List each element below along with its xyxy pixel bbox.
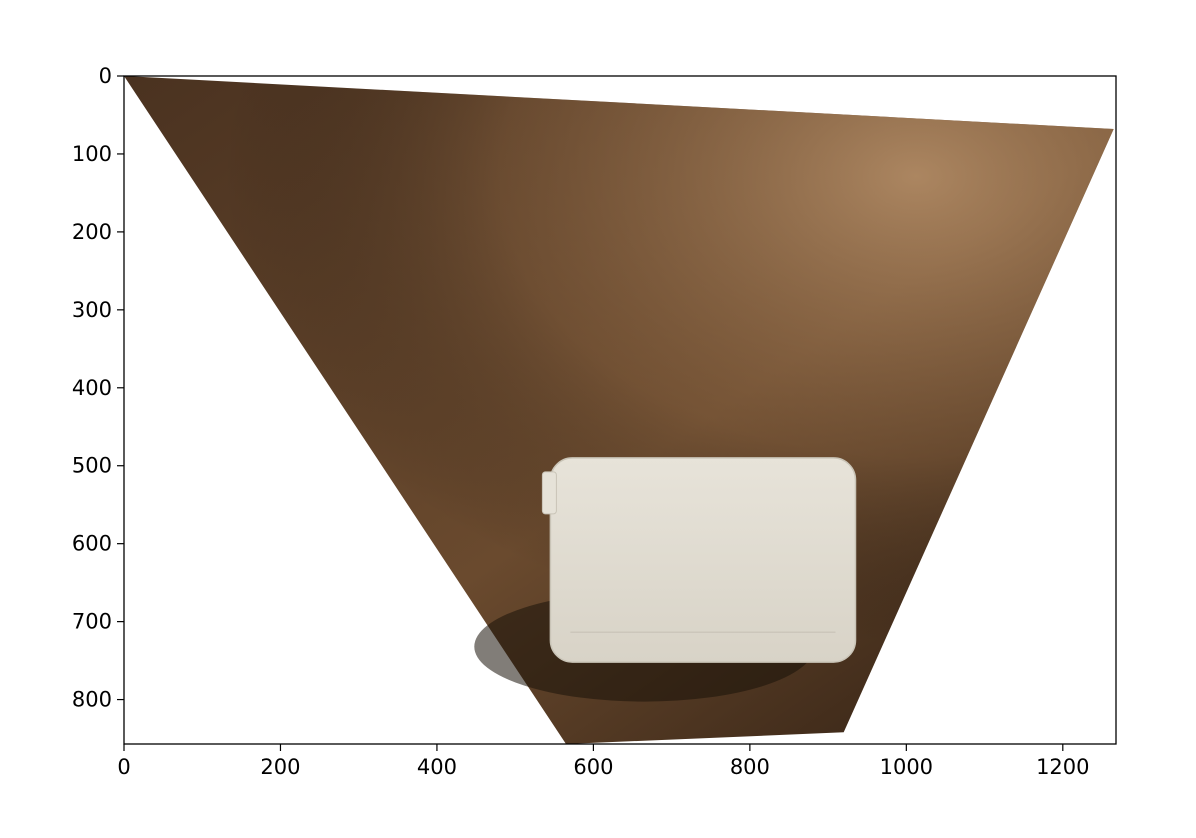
- y-tick-label: 100: [72, 142, 112, 166]
- y-tick-label: 600: [72, 532, 112, 556]
- x-tick-label: 800: [730, 755, 770, 779]
- y-tick-label: 0: [99, 64, 112, 88]
- x-tick-label: 400: [417, 755, 457, 779]
- white-box-object: [549, 457, 857, 663]
- light-glare: [124, 76, 1114, 744]
- box-side-tab: [541, 471, 557, 515]
- x-tick-label: 0: [117, 755, 130, 779]
- x-axis: 0 200 400 600 800 1000 1200: [117, 744, 1090, 779]
- y-tick-label: 700: [72, 610, 112, 634]
- x-tick-label: 1200: [1036, 755, 1089, 779]
- y-tick-label: 200: [72, 220, 112, 244]
- y-axis: 0 100 200 300 400 500 600 700 800: [72, 64, 124, 712]
- x-tick-label: 600: [573, 755, 613, 779]
- image-layer: [124, 76, 1114, 744]
- x-tick-label: 1000: [880, 755, 933, 779]
- y-tick-label: 800: [72, 688, 112, 712]
- x-tick-label: 200: [260, 755, 300, 779]
- y-tick-label: 500: [72, 454, 112, 478]
- y-tick-label: 300: [72, 298, 112, 322]
- y-tick-label: 400: [72, 376, 112, 400]
- plot-frame: [123, 75, 1117, 745]
